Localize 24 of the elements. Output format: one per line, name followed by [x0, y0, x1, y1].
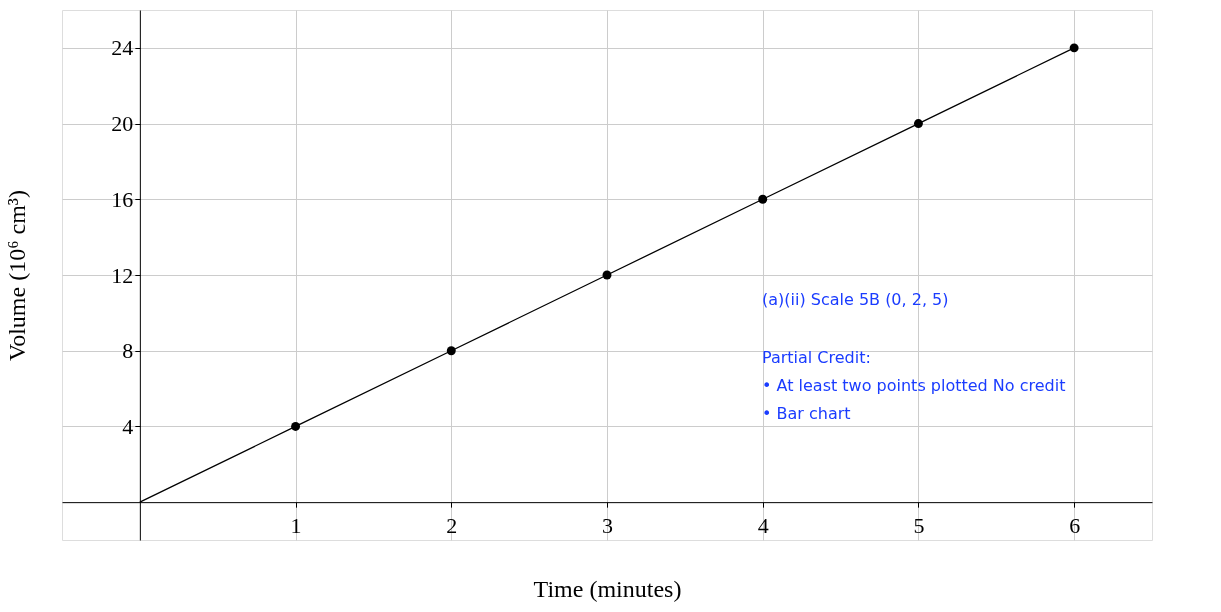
x-tick-label: 3	[602, 512, 613, 538]
y-tick-label: 4	[122, 413, 134, 439]
y-tick-label: 16	[111, 186, 134, 212]
point	[1069, 43, 1079, 53]
point	[913, 119, 923, 129]
annotation: • At least two points plotted No credit	[762, 376, 1066, 395]
annotation: (a)(ii) Scale 5B (0, 2, 5)	[762, 290, 949, 309]
y-axis-title: Volume (10⁶ cm³)	[4, 189, 31, 362]
point	[291, 421, 301, 431]
x-axis-title: Time (minutes)	[533, 575, 682, 602]
point	[446, 346, 456, 356]
point	[602, 270, 612, 280]
annotation: Partial Credit:	[762, 348, 871, 367]
x-tick-label: 5	[913, 512, 925, 538]
y-tick-label: 12	[111, 262, 134, 288]
x-tick-label: 6	[1069, 512, 1081, 538]
x-tick-label: 4	[757, 512, 769, 538]
y-tick-label: 24	[111, 35, 134, 61]
point	[758, 194, 768, 204]
x-tick-label: 1	[290, 512, 302, 538]
annotation: • Bar chart	[762, 404, 851, 423]
y-tick-label: 20	[111, 111, 134, 137]
y-tick-label: 8	[122, 338, 134, 364]
x-tick-label: 2	[446, 512, 458, 538]
